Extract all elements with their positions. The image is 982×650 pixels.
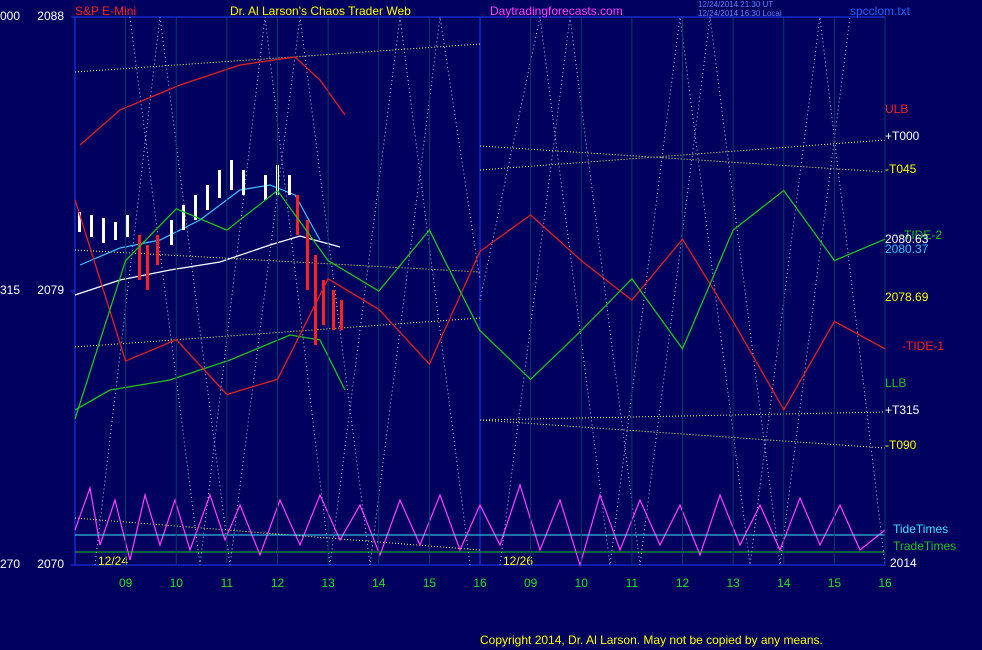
- x-tick-label: 16: [473, 576, 487, 590]
- x-tick-label: 09: [119, 576, 133, 590]
- right-label: ULB: [885, 102, 908, 116]
- year-label: 2014: [890, 556, 917, 570]
- x-tick-label: 12: [676, 576, 690, 590]
- right-label: LLB: [885, 376, 906, 390]
- y-tick-label: 2079: [37, 283, 64, 297]
- tide-line: [74, 189, 886, 420]
- lower-band: [74, 334, 346, 411]
- x-tick-label: 14: [372, 576, 386, 590]
- instrument: S&P E-Mini: [75, 4, 136, 18]
- x-tick-label: 11: [221, 576, 234, 590]
- tide-line: [74, 199, 886, 412]
- down-bars: [138, 195, 343, 345]
- right-label: -T045: [885, 162, 917, 176]
- right-label: 2080.37: [885, 242, 929, 256]
- right-label: -TIDE-1: [902, 339, 944, 353]
- angle-label: 270: [0, 557, 20, 571]
- angle-label: 000: [0, 9, 20, 23]
- y-tick-label: 2070: [37, 557, 64, 571]
- x-tick-label: 13: [321, 576, 335, 590]
- chart-title: Dr. Al Larson's Chaos Trader Web: [230, 4, 411, 18]
- right-label: TradeTimes: [893, 539, 956, 553]
- oscillator: [74, 483, 886, 568]
- x-tick-label: 10: [575, 576, 589, 590]
- right-label: +T000: [885, 129, 920, 143]
- right-label: 2078.69: [885, 290, 929, 304]
- date-label: 12/24: [98, 554, 128, 568]
- date-label: 12/26: [503, 554, 533, 568]
- x-tick-label: 13: [726, 576, 740, 590]
- x-tick-label: 12: [271, 576, 285, 590]
- upper-band: [79, 56, 346, 146]
- x-tick-label: 10: [170, 576, 184, 590]
- website: Daytradingforecasts.com: [490, 4, 623, 18]
- right-label: 2080.63: [885, 232, 929, 246]
- copyright: Copyright 2014, Dr. Al Larson. May not b…: [480, 633, 823, 647]
- timestamp: 12/24/2014 21:30 UT: [698, 0, 773, 9]
- x-tick-label: 15: [423, 576, 437, 590]
- time-lines: [94, 16, 886, 566]
- x-tick-label: 15: [828, 576, 842, 590]
- file-name: spcclom.txt: [850, 4, 911, 18]
- angle-label: 315: [0, 283, 20, 297]
- right-label: -TIDE-2: [900, 228, 942, 242]
- y-tick-label: 2088: [37, 9, 64, 23]
- x-tick-label: 09: [524, 576, 538, 590]
- x-tick-label: 14: [777, 576, 791, 590]
- x-tick-label: 11: [626, 576, 639, 590]
- right-label: -T090: [885, 438, 917, 452]
- right-label: +T315: [885, 403, 920, 417]
- right-label: TideTimes: [893, 522, 948, 536]
- timestamp: 12/24/2014 16:30 Local: [698, 9, 782, 18]
- x-tick-label: 16: [878, 576, 892, 590]
